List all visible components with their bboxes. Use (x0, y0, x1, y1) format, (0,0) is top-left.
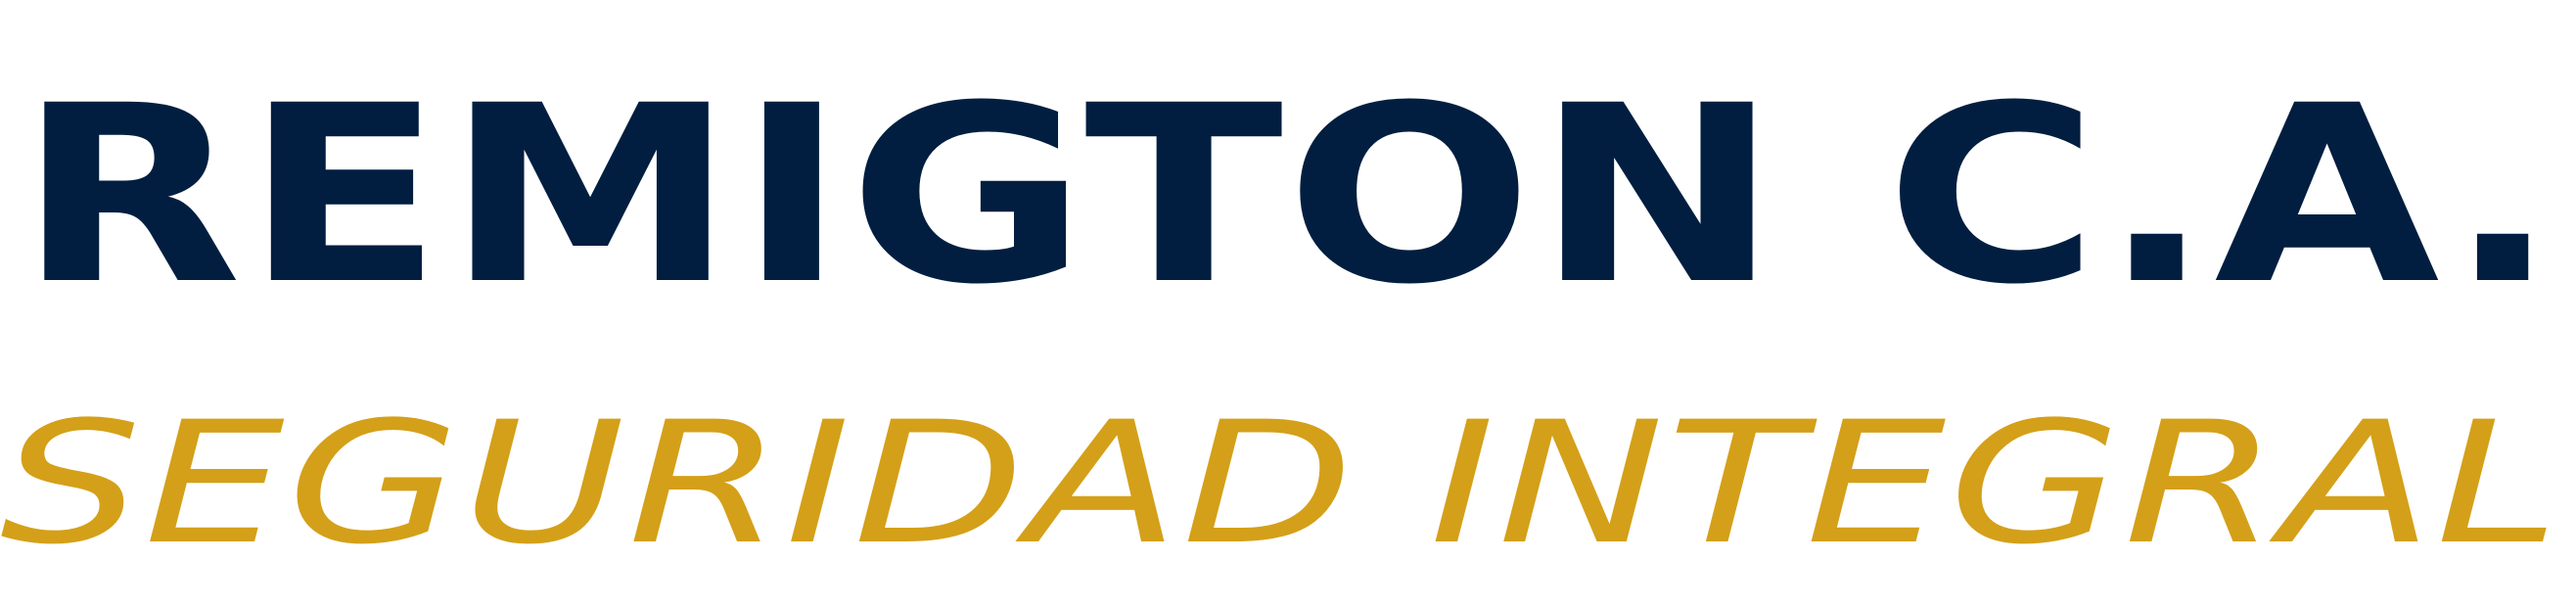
brand-name: REMIGTON C.A. (18, 53, 2560, 338)
tagline: SEGURIDAD INTEGRAL (0, 385, 2562, 582)
tagline-graphic: SEGURIDAD INTEGRAL (0, 385, 2560, 582)
tagline-line: SEGURIDAD INTEGRAL (0, 348, 2576, 582)
brand-name-graphic: REMIGTON C.A. (18, 53, 2558, 338)
brand-name-line: REMIGTON C.A. (18, 27, 2562, 338)
